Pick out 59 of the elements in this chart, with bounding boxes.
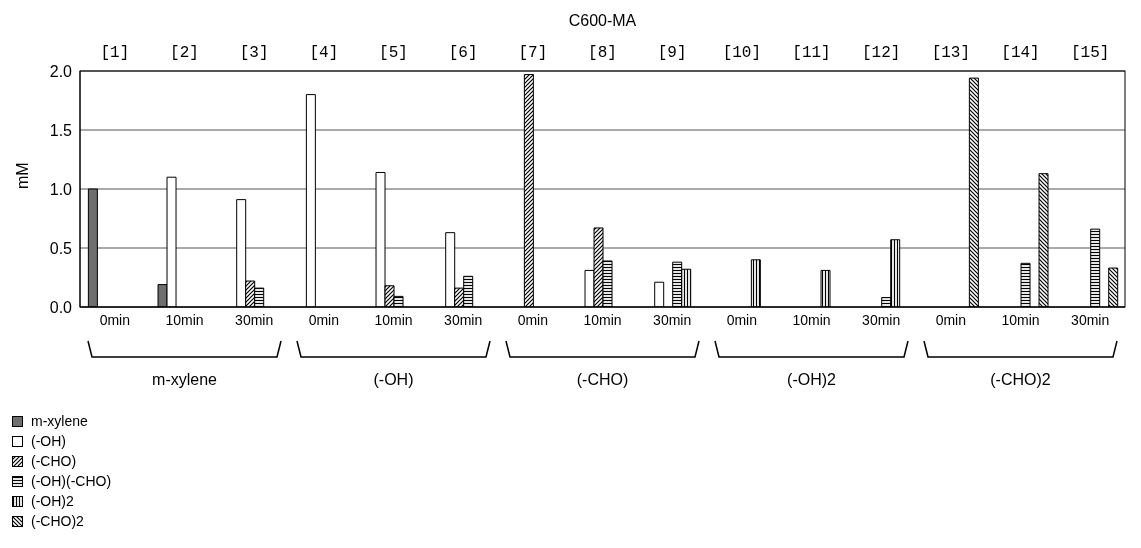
x-tick-label: 10min [792,311,831,328]
text: [7] [518,44,548,62]
x-tick-label: 10min [583,311,622,328]
legend-label: (-CHO) [31,453,77,469]
text: [12] [861,44,901,62]
text: [10] [722,44,762,62]
x-tick-label: 30min [235,311,274,328]
text: [13] [931,44,971,62]
bar [305,94,316,307]
bar [654,281,665,307]
text: (-CHO)2 [990,371,1051,388]
bar [87,188,98,307]
x-tick-label: 10min [1001,311,1040,328]
y-axis-title: mM [13,162,31,189]
y-tick-label: 0.5 [49,239,73,257]
x-tick-label: 30min [653,311,692,328]
y-tick-label: 1.0 [49,180,73,198]
legend-label: (-CHO)2 [31,513,84,529]
bar [523,74,534,307]
text: [9] [657,44,687,62]
text: [2] [170,44,199,62]
text: [8] [588,44,617,62]
bar [750,259,761,307]
bar [1090,228,1101,307]
bar [1020,262,1031,307]
y-tick-label: 0.0 [49,298,73,316]
x-tick-label: 0min [517,311,549,328]
text: (-OH)2 [787,371,837,388]
legend-label: (-OH) [31,433,66,449]
bar [820,269,831,307]
y-tick-label: 1.5 [49,121,73,139]
text: [3] [239,44,269,62]
x-tick-label: 0min [935,311,967,328]
text: [14] [1001,44,1040,62]
x-tick-label: 30min [444,311,483,328]
x-tick-label: 0min [99,311,131,328]
x-tick-label: 30min [862,311,901,328]
bar [1038,173,1049,307]
text: m-xylene [152,371,218,388]
text: (-CHO) [576,371,629,388]
x-tick-label: 0min [308,311,340,328]
legend-label: m-xylene [31,413,88,429]
chart-title: C600-MA [568,12,637,29]
text: [5] [379,44,408,62]
x-tick-label: 30min [1071,311,1110,328]
x-tick-label: 10min [165,311,204,328]
text: [15] [1070,44,1110,62]
x-tick-label: 0min [726,311,758,328]
legend-label: (-OH)2 [31,493,74,509]
bar [1108,267,1119,307]
text: [11] [792,44,831,62]
text: [6] [448,44,478,62]
text: [1] [100,44,130,62]
text: [4] [309,44,339,62]
bar [968,77,979,307]
x-tick-label: 10min [374,311,413,328]
legend-label: (-OH)(-CHO) [31,473,112,489]
y-tick-label: 2.0 [49,62,73,80]
text: (-OH) [373,371,414,388]
